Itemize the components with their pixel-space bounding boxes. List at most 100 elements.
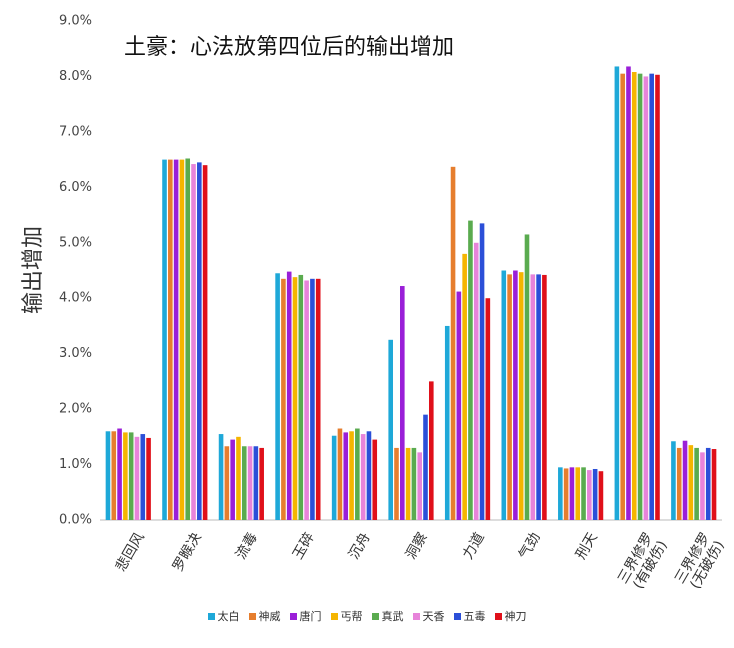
bar <box>123 432 128 520</box>
bar <box>468 220 473 520</box>
bar <box>128 432 134 520</box>
legend-label: 太白 <box>217 610 240 623</box>
bar <box>524 234 530 520</box>
bar <box>711 449 717 520</box>
legend-item: 神威 <box>248 608 281 624</box>
bar <box>298 274 304 520</box>
bar <box>349 431 354 520</box>
bar <box>173 159 179 520</box>
bar <box>462 253 467 520</box>
bar <box>411 447 417 520</box>
bar <box>649 73 654 520</box>
bar <box>700 452 705 520</box>
chart-title: 土豪：心法放第四位后的输出增加 <box>124 35 454 60</box>
bar <box>388 339 393 520</box>
bar <box>417 452 422 520</box>
legend-swatch <box>248 612 256 620</box>
legend-label: 真武 <box>381 610 404 623</box>
bar <box>247 446 253 520</box>
y-tick-label: 4.0% <box>59 291 92 306</box>
bar <box>676 447 682 520</box>
bar <box>423 414 428 520</box>
bar <box>355 428 360 520</box>
y-axis-label: 输出增加 <box>21 226 46 314</box>
y-tick-label: 1.0% <box>59 457 92 472</box>
bar <box>286 271 292 520</box>
bar <box>185 158 191 520</box>
bar <box>507 274 512 520</box>
bar <box>360 434 366 520</box>
y-tick-label: 2.0% <box>59 402 92 417</box>
bar <box>655 74 660 520</box>
bar <box>197 162 202 520</box>
bar <box>111 431 117 520</box>
legend-label: 神刀 <box>504 610 527 623</box>
bar <box>366 431 372 520</box>
bar <box>694 447 699 520</box>
bar <box>241 446 247 520</box>
legend-label: 天香 <box>422 610 445 623</box>
bar <box>372 439 378 520</box>
bar <box>637 73 643 520</box>
bar <box>105 431 111 520</box>
legend-swatch <box>453 612 461 620</box>
legend-label: 五毒 <box>463 610 486 623</box>
bar <box>592 468 598 520</box>
legend-item: 真武 <box>371 608 404 624</box>
bar <box>643 76 649 520</box>
bar <box>501 270 507 520</box>
bar <box>259 447 264 520</box>
bar <box>429 381 434 520</box>
bar <box>569 467 575 520</box>
legend-swatch <box>207 612 215 620</box>
bar <box>202 165 208 520</box>
bar <box>292 277 298 520</box>
bar <box>558 467 563 520</box>
y-tick-label: 9.0% <box>59 14 92 29</box>
legend-item: 神刀 <box>494 608 527 624</box>
bar <box>631 72 637 521</box>
bar <box>146 437 151 520</box>
bar <box>253 446 259 520</box>
y-tick-label: 7.0% <box>59 124 92 139</box>
bar <box>587 470 592 520</box>
bar <box>405 447 411 520</box>
legend-label: 丐帮 <box>340 610 363 623</box>
bar <box>224 446 230 520</box>
bar <box>281 278 286 520</box>
bar <box>536 274 541 520</box>
bar <box>626 66 631 520</box>
legend-swatch <box>494 612 502 620</box>
y-tick-label: 0.0% <box>59 513 92 528</box>
bar <box>444 325 450 520</box>
bar <box>450 166 456 520</box>
bar <box>310 278 315 520</box>
bar <box>134 436 140 520</box>
bar <box>343 432 349 520</box>
bar <box>140 434 146 520</box>
bar <box>394 447 399 520</box>
legend-label: 神威 <box>258 610 281 623</box>
bar <box>315 278 321 520</box>
bar <box>191 164 196 520</box>
legend-swatch <box>289 612 297 620</box>
legend-item: 唐门 <box>289 608 322 624</box>
bar <box>456 291 462 520</box>
bar <box>179 159 185 520</box>
bar <box>705 447 711 520</box>
y-tick-label: 6.0% <box>59 180 92 195</box>
bar <box>563 468 569 520</box>
bar <box>304 280 309 520</box>
bar <box>518 272 524 520</box>
bar <box>473 242 479 520</box>
bar <box>542 274 547 520</box>
y-tick-label: 5.0% <box>59 235 92 250</box>
bar <box>513 270 518 520</box>
bar <box>688 445 694 520</box>
bar <box>117 428 122 520</box>
bar <box>614 66 620 520</box>
legend-item: 天香 <box>412 608 445 624</box>
legend-swatch <box>371 612 379 620</box>
bar <box>620 73 625 520</box>
bar <box>218 434 224 520</box>
